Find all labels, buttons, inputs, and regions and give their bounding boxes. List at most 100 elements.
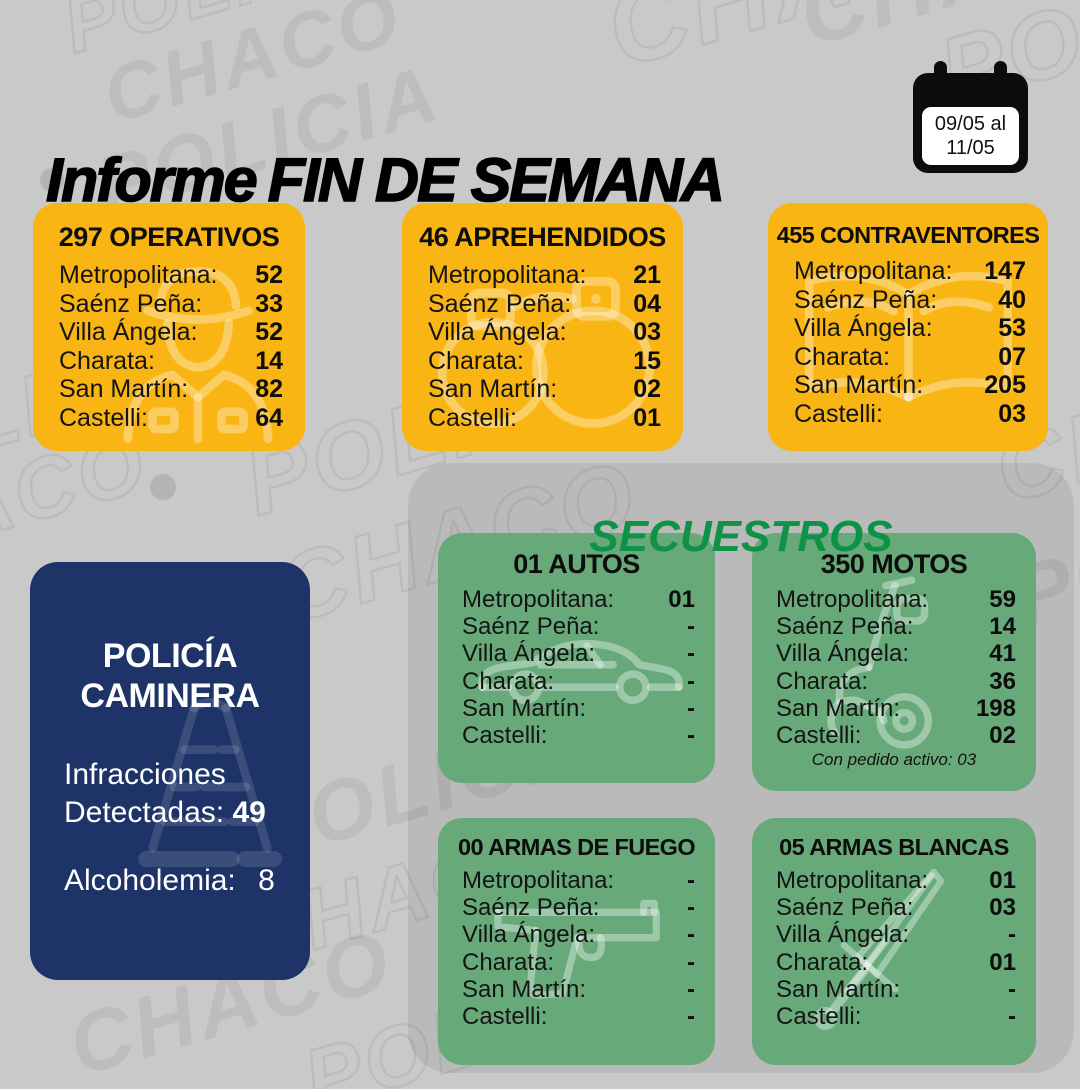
region-label: Saénz Peña: <box>794 285 938 314</box>
infracciones-label-line1: Infracciones <box>64 758 226 791</box>
card-title: 01 AUTOS <box>513 549 640 579</box>
stat-row: Villa Ángela: - <box>776 921 1016 948</box>
region-value: - <box>687 867 695 894</box>
stat-row: Charata: 01 <box>776 949 1016 976</box>
region-value: 03 <box>998 399 1026 428</box>
region-label: Saénz Peña: <box>776 613 914 641</box>
region-value: - <box>687 948 695 976</box>
stat-row: Saénz Peña: 03 <box>776 894 1016 921</box>
stat-row: Charata: - <box>462 949 695 976</box>
region-value: 14 <box>255 346 283 375</box>
stats-list: Metropolitana: 01 Saénz Peña: 03 Villa Á… <box>752 865 1036 1030</box>
region-label: Metropolitana: <box>462 586 615 613</box>
watermark-dot <box>150 474 176 500</box>
region-value: - <box>1008 975 1016 1003</box>
region-value: 53 <box>998 314 1026 342</box>
contraventores-card: 455 CONTRAVENTORES Metropolitana: 147 Sa… <box>768 203 1048 451</box>
scooter-icon <box>827 576 932 749</box>
pistol-icon <box>494 899 660 999</box>
region-value: - <box>1008 1003 1016 1031</box>
stat-row: Metropolitana: 21 <box>428 261 661 290</box>
region-value: - <box>687 975 695 1003</box>
stat-row: Saénz Peña: 40 <box>794 286 1026 315</box>
stat-row: San Martín: - <box>462 695 695 722</box>
stat-row: Saénz Peña: 04 <box>428 290 661 319</box>
stat-row: San Martín: 198 <box>776 695 1016 722</box>
stat-row: Metropolitana: 52 <box>59 261 283 290</box>
stat-row: Villa Ángela: 52 <box>59 318 283 347</box>
stat-row: Castelli: - <box>462 722 695 749</box>
stat-row: Charata: 15 <box>428 347 661 376</box>
operativos-card: 297 OPERATIVOS Metropolitana: 52 Saénz P… <box>33 203 305 451</box>
stat-row: Saénz Peña: 33 <box>59 290 283 319</box>
stat-row: Metropolitana: 01 <box>776 867 1016 894</box>
region-label: Villa Ángela: <box>776 640 909 668</box>
region-value: 04 <box>633 289 661 318</box>
region-label: Castelli: <box>776 722 862 750</box>
stat-row: Villa Ángela: - <box>462 921 695 948</box>
region-label: San Martín: <box>59 375 189 403</box>
region-label: Castelli: <box>462 722 548 750</box>
stat-row: San Martín: - <box>776 976 1016 1003</box>
card-title: 46 APREHENDIDOS <box>419 222 666 252</box>
region-value: 02 <box>989 722 1016 750</box>
region-value: 52 <box>255 261 283 289</box>
region-value: 59 <box>989 586 1016 613</box>
region-label: Saénz Peña: <box>462 894 600 922</box>
region-label: Charata: <box>462 948 555 976</box>
stat-row: Saénz Peña: 14 <box>776 613 1016 640</box>
region-label: Saénz Peña: <box>59 289 203 318</box>
region-label: Metropolitana: <box>428 261 587 289</box>
region-label: Castelli: <box>776 1003 862 1031</box>
region-value: - <box>687 640 695 668</box>
region-value: 01 <box>668 586 695 613</box>
region-label: Castelli: <box>59 403 148 432</box>
region-label: San Martín: <box>776 694 901 722</box>
stats-list: Metropolitana: 59 Saénz Peña: 14 Villa Á… <box>752 584 1036 749</box>
secuestros-panel: SECUESTROS 01 AUTOS Metropolitana: 01 Sa… <box>408 463 1074 1073</box>
card-title: 297 OPERATIVOS <box>58 222 280 252</box>
region-value: 40 <box>998 285 1026 314</box>
stat-row: Villa Ángela: 41 <box>776 640 1016 667</box>
region-label: Villa Ángela: <box>59 318 198 346</box>
dagger-icon <box>814 868 945 1030</box>
car-icon <box>478 639 683 705</box>
region-label: Metropolitana: <box>462 867 615 894</box>
alcoholemia-value: 8 <box>258 864 275 897</box>
region-value: 205 <box>984 371 1026 399</box>
region-label: San Martín: <box>462 975 587 1003</box>
stat-row: Castelli: 64 <box>59 404 283 433</box>
stat-row: Villa Ángela: 03 <box>428 318 661 347</box>
region-label: Charata: <box>776 667 869 695</box>
traffic-cone-icon <box>138 698 282 867</box>
region-label: San Martín: <box>794 371 924 399</box>
aprehendidos-card: 46 APREHENDIDOS Metropolitana: 21 Saénz … <box>402 203 683 451</box>
stats-list: Metropolitana: 01 Saénz Peña: - Villa Án… <box>438 584 715 749</box>
secuestros-title: SECUESTROS <box>589 511 893 561</box>
region-label: San Martín: <box>428 375 558 403</box>
date-range-line1: 09/05 al <box>934 113 1007 135</box>
page-title-heavy: FIN DE SEMANA <box>267 145 726 215</box>
alcoholemia-stat: Alcoholemia: 8 <box>64 862 310 900</box>
stat-row: Villa Ángela: - <box>462 640 695 667</box>
motos-card: 350 MOTOS Metropolitana: 59 Saénz Peña: … <box>752 533 1036 791</box>
stat-row: Charata: - <box>462 668 695 695</box>
calendar-icon: 09/05 al 11/05 <box>913 61 1028 173</box>
card-title: 05 ARMAS BLANCAS <box>779 834 1009 860</box>
open-book-icon <box>804 271 1013 402</box>
stat-row: Castelli: - <box>462 1003 695 1030</box>
region-label: Charata: <box>794 342 890 371</box>
armas-blancas-card: 05 ARMAS BLANCAS Metropolitana: 01 Saénz… <box>752 818 1036 1065</box>
region-label: Villa Ángela: <box>776 921 909 949</box>
region-value: - <box>687 667 695 695</box>
region-label: San Martín: <box>462 694 587 722</box>
caminera-title: POLICÍA CAMINERA <box>30 636 310 716</box>
stat-row: Metropolitana: - <box>462 867 695 894</box>
region-value: 03 <box>633 318 661 346</box>
region-label: San Martín: <box>776 975 901 1003</box>
stat-row: Castelli: 03 <box>794 400 1026 429</box>
region-label: Charata: <box>776 948 869 976</box>
stat-row: Saénz Peña: - <box>462 894 695 921</box>
stats-list: Metropolitana: - Saénz Peña: - Villa Áng… <box>438 865 715 1030</box>
